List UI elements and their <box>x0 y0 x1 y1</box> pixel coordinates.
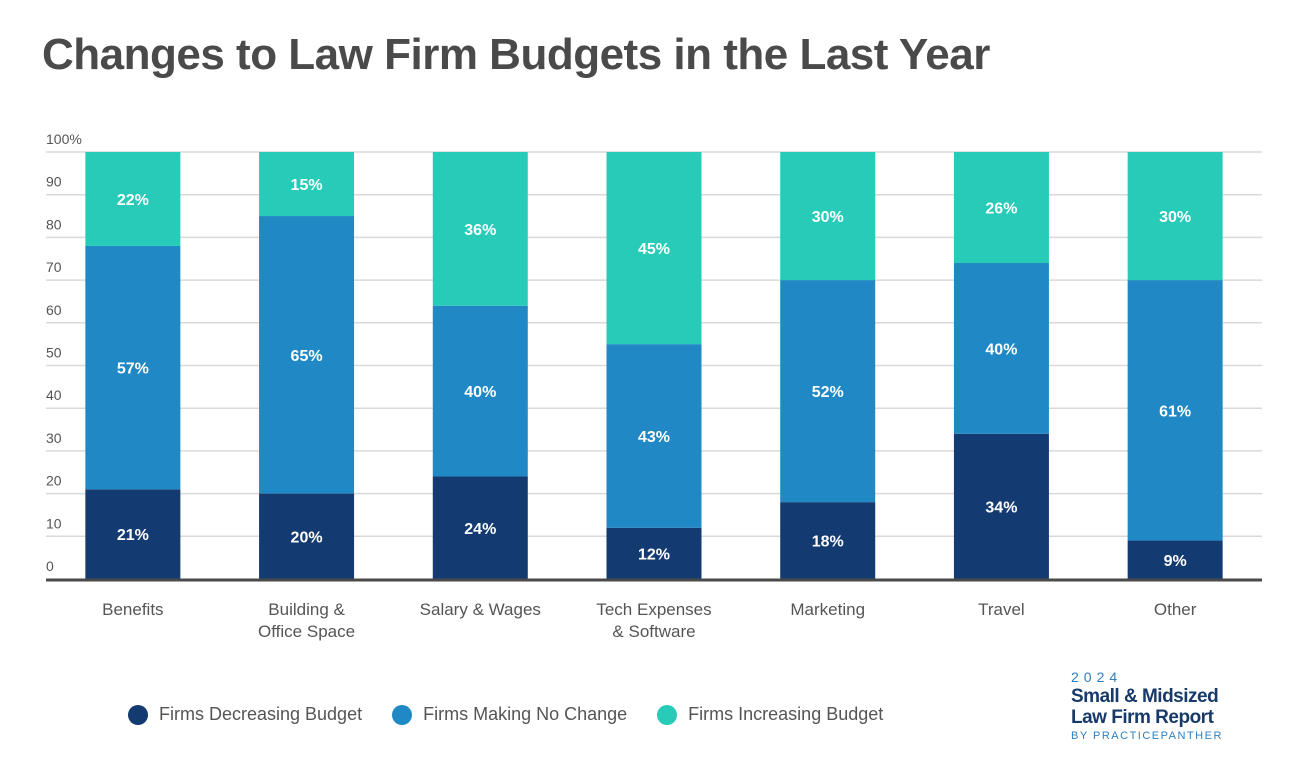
y-tick-label: 20 <box>46 473 62 489</box>
bar-segment <box>432 476 528 579</box>
bar-segment <box>85 152 181 246</box>
x-tick-label: Tech Expenses <box>596 600 711 619</box>
bar-segment <box>780 502 876 579</box>
legend-item-no-change: Firms Making No Change <box>392 704 627 725</box>
bar-segment <box>780 280 876 503</box>
data-label: 30% <box>1159 209 1191 226</box>
y-tick-label: 100% <box>46 131 82 147</box>
chart-title: Changes to Law Firm Budgets in the Last … <box>42 30 990 79</box>
bar-segment <box>606 152 702 345</box>
report-year: 2024 <box>1071 669 1123 685</box>
legend-label-decreasing: Firms Decreasing Budget <box>159 704 363 724</box>
bar-segment <box>432 305 528 477</box>
x-tick-label: Marketing <box>790 600 865 619</box>
report-name-line1: Small & Midsized <box>1071 686 1219 707</box>
data-label: 45% <box>638 241 670 258</box>
bar-segment <box>85 245 181 490</box>
x-tick-label: Travel <box>978 600 1025 619</box>
data-label: 15% <box>291 177 323 194</box>
data-label: 12% <box>638 546 670 563</box>
bar-segment <box>259 216 355 494</box>
legend: Firms Decreasing Budget Firms Making No … <box>128 704 913 725</box>
legend-item-increasing: Firms Increasing Budget <box>657 704 883 725</box>
report-publisher: BY PRACTICEPANTHER <box>1071 730 1223 742</box>
data-label: 43% <box>638 429 670 446</box>
bar-segment <box>1127 540 1223 579</box>
data-label: 65% <box>291 348 323 365</box>
data-label: 40% <box>464 384 496 401</box>
legend-label-increasing: Firms Increasing Budget <box>688 704 884 724</box>
bar-segment <box>606 527 702 579</box>
x-tick-label: Salary & Wages <box>420 600 541 619</box>
y-tick-label: 60 <box>46 302 62 318</box>
y-tick-label: 10 <box>46 515 62 531</box>
bar-segment <box>1127 152 1223 281</box>
data-label: 9% <box>1164 553 1187 570</box>
report-logo: 2024 Small & Midsized Law Firm Report BY… <box>1071 668 1223 744</box>
data-label: 52% <box>812 384 844 401</box>
data-label: 61% <box>1159 403 1191 420</box>
y-tick-label: 50 <box>46 345 62 361</box>
bar-segment <box>606 344 702 528</box>
data-label: 40% <box>985 341 1017 358</box>
data-label: 26% <box>985 201 1017 218</box>
bar-segment <box>432 152 528 306</box>
bar-segment <box>1127 280 1223 541</box>
x-tick-label: Office Space <box>258 622 355 641</box>
bar-segment <box>259 493 355 579</box>
bar-segment <box>780 152 876 281</box>
x-tick-label: & Software <box>612 622 695 641</box>
data-label: 34% <box>985 499 1017 516</box>
y-tick-label: 30 <box>46 430 62 446</box>
legend-swatch-increasing <box>657 704 678 725</box>
bar-segment <box>85 489 181 579</box>
legend-label-no-change: Firms Making No Change <box>423 704 628 724</box>
x-tick-label: Building & <box>268 600 345 619</box>
y-tick-label: 80 <box>46 216 62 232</box>
y-tick-label: 0 <box>46 558 54 574</box>
legend-item-decreasing: Firms Decreasing Budget <box>128 704 362 725</box>
report-name-line2: Law Firm Report <box>1071 707 1214 728</box>
data-label: 20% <box>291 529 323 546</box>
bar-segment <box>953 433 1049 579</box>
bar-segment <box>953 263 1049 434</box>
legend-swatch-no-change <box>392 704 413 725</box>
bar-segment <box>953 152 1049 264</box>
data-label: 22% <box>117 192 149 209</box>
data-label: 30% <box>812 209 844 226</box>
data-label: 21% <box>117 527 149 544</box>
stacked-bar-chart: 0 10 20 30 40 50 60 70 80 90 100% 21% 57% 22% Benefits… <box>46 131 1262 641</box>
data-label: 57% <box>117 361 149 378</box>
data-label: 24% <box>464 521 496 538</box>
data-label: 36% <box>464 222 496 239</box>
x-tick-label: Other <box>1154 600 1197 619</box>
data-label: 18% <box>812 534 844 551</box>
legend-swatch-decreasing <box>128 704 148 725</box>
y-tick-label: 70 <box>46 259 62 275</box>
y-tick-label: 40 <box>46 387 62 403</box>
bar-segment <box>259 152 355 217</box>
x-tick-label: Benefits <box>102 600 163 619</box>
y-tick-label: 90 <box>46 174 62 190</box>
